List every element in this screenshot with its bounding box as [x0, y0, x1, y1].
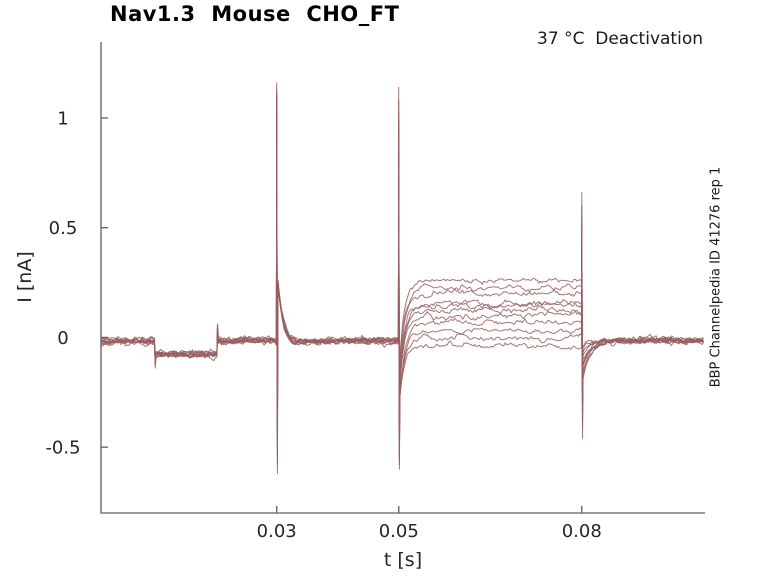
- y-tick-label-3: -0.5: [45, 438, 80, 459]
- x-tick-label-0: 0.03: [257, 521, 297, 542]
- trace-group: [100, 82, 704, 474]
- y-tick-label-1: 0.5: [49, 218, 78, 239]
- current-trace-2: [100, 95, 704, 459]
- y-tick-label-2: 0: [57, 328, 68, 349]
- current-trace-1: [100, 88, 704, 444]
- axis-spines: [100, 42, 705, 514]
- current-trace-6: [100, 108, 704, 466]
- y-tick-label-0: 1: [57, 108, 68, 129]
- current-trace-9: [100, 106, 704, 452]
- watermark-text: BBP Channelpedia ID 41276 rep 1: [708, 166, 724, 388]
- y-axis-label: I [nA]: [14, 251, 36, 303]
- current-trace-8: [100, 102, 704, 448]
- x-tick-label-1: 0.05: [379, 521, 419, 542]
- current-trace-10: [100, 93, 704, 461]
- chart-title: Nav1.3 Mouse CHO_FT: [110, 2, 400, 26]
- current-trace-5: [100, 91, 704, 437]
- current-trace-4: [100, 104, 704, 452]
- x-axis-label: t [s]: [383, 549, 423, 571]
- x-tick-label-2: 0.08: [562, 521, 602, 542]
- current-trace-0: [100, 82, 704, 474]
- temperature-protocol-annotation: 37 °C Deactivation: [537, 29, 703, 49]
